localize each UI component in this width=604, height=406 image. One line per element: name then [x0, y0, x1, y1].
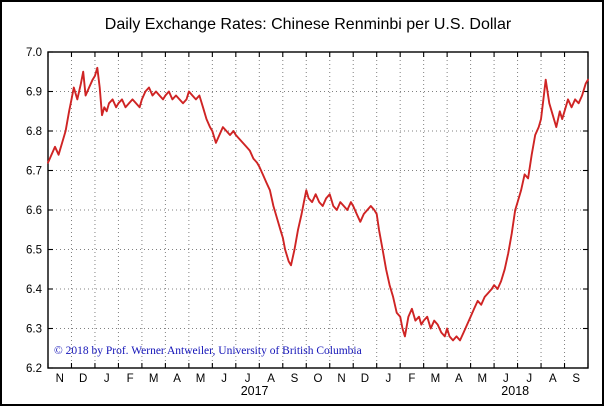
- y-axis-label: 6.2: [26, 363, 42, 375]
- month-label: A: [173, 373, 181, 385]
- month-label: M: [431, 373, 441, 385]
- month-label: A: [549, 373, 557, 385]
- month-label: N: [337, 373, 345, 385]
- month-label: J: [221, 373, 227, 385]
- month-label: D: [361, 373, 369, 385]
- y-axis-label: 6.8: [26, 126, 42, 138]
- month-label: D: [79, 373, 87, 385]
- y-axis-label: 6.5: [26, 245, 42, 257]
- month-label: A: [267, 373, 275, 385]
- month-label: M: [196, 373, 206, 385]
- month-label: J: [503, 373, 509, 385]
- y-axis-label: 7.0: [26, 47, 42, 59]
- year-label: 2017: [241, 384, 269, 398]
- y-axis-label: 6.7: [26, 166, 42, 178]
- chart-title: Daily Exchange Rates: Chinese Renminbi p…: [105, 16, 512, 33]
- copyright-notice: © 2018 by Prof. Werner Antweiler, Univer…: [54, 345, 362, 357]
- y-axis-label: 6.3: [26, 324, 42, 336]
- exchange-rate-line: [47, 66, 589, 342]
- month-label: F: [127, 373, 134, 385]
- plot-area: 6.2 6.3 6.4 6.5 6.6 6.7 6.8 6.9 7.0 N D J F M A M J J A S O N…: [26, 47, 589, 398]
- month-label: N: [56, 373, 64, 385]
- month-label: J: [104, 373, 110, 385]
- month-label: S: [572, 373, 580, 385]
- month-label: J: [245, 373, 251, 385]
- month-label: A: [455, 373, 463, 385]
- y-axis-label: 6.6: [26, 205, 42, 217]
- month-label: J: [386, 373, 392, 385]
- y-axis-label: 6.4: [26, 284, 43, 296]
- month-label: M: [478, 373, 488, 385]
- month-label: O: [314, 373, 323, 385]
- y-axis-label: 6.9: [26, 87, 42, 99]
- month-label: M: [149, 373, 159, 385]
- month-label: J: [526, 373, 532, 385]
- month-label: S: [291, 373, 299, 385]
- year-label: 2018: [501, 384, 529, 398]
- month-label: F: [408, 373, 415, 385]
